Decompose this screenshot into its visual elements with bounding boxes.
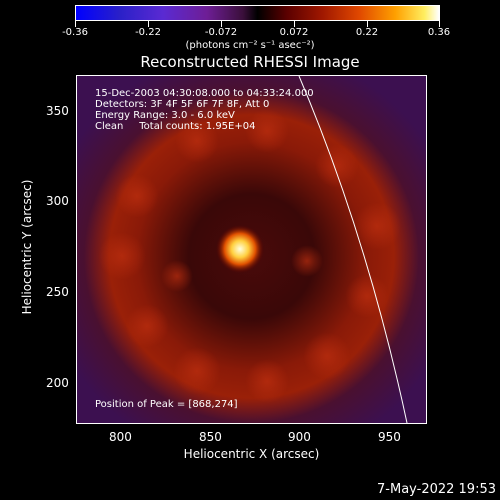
colorbar-tick xyxy=(367,21,368,27)
footer-date: 7-May-2022 19:53 xyxy=(377,482,496,497)
colorbar-tick xyxy=(75,21,76,27)
image-canvas xyxy=(77,76,426,423)
plot-title: Reconstructed RHESSI Image xyxy=(140,53,360,71)
colorbar-tick xyxy=(294,21,295,27)
colorbar-label: 0.22 xyxy=(355,27,379,38)
colorbar xyxy=(75,5,440,21)
solar-limb-line xyxy=(298,76,408,423)
x-tick-label: 900 xyxy=(288,430,311,444)
annotation-detectors: Detectors: 3F 4F 5F 6F 7F 8F, Att 0 xyxy=(95,99,270,110)
y-tick-label: 200 xyxy=(46,376,69,390)
y-tick-label: 300 xyxy=(46,194,69,208)
colorbar-label: -0.36 xyxy=(62,27,88,38)
x-tick-label: 850 xyxy=(199,430,222,444)
annotation-peak: Position of Peak = [868,274] xyxy=(95,399,238,410)
annotation-energy: Energy Range: 3.0 - 6.0 keV xyxy=(95,110,235,121)
colorbar-label: 0.072 xyxy=(279,27,309,38)
flare-peak xyxy=(216,225,264,273)
colorbar-label: -0.22 xyxy=(135,27,161,38)
y-tick-label: 350 xyxy=(46,104,69,118)
rhessi-image: 15-Dec-2003 04:30:08.000 to 04:33:24.000… xyxy=(76,75,427,424)
annotation-time: 15-Dec-2003 04:30:08.000 to 04:33:24.000 xyxy=(95,88,314,99)
colorbar-tick xyxy=(439,21,440,27)
annotation-clean: Clean Total counts: 1.95E+04 xyxy=(95,121,256,132)
colorbar-units: (photons cm⁻² s⁻¹ asec⁻²) xyxy=(185,40,315,51)
colorbar-label: 0.36 xyxy=(427,27,451,38)
colorbar-tick xyxy=(148,21,149,27)
x-tick-label: 800 xyxy=(109,430,132,444)
colorbar-tick xyxy=(221,21,222,27)
y-tick-label: 250 xyxy=(46,285,69,299)
y-axis-label: Heliocentric Y (arcsec) xyxy=(20,179,34,315)
colorbar-label: -0.072 xyxy=(204,27,238,38)
x-tick-label: 950 xyxy=(378,430,401,444)
x-axis-label: Heliocentric X (arcsec) xyxy=(183,447,320,461)
